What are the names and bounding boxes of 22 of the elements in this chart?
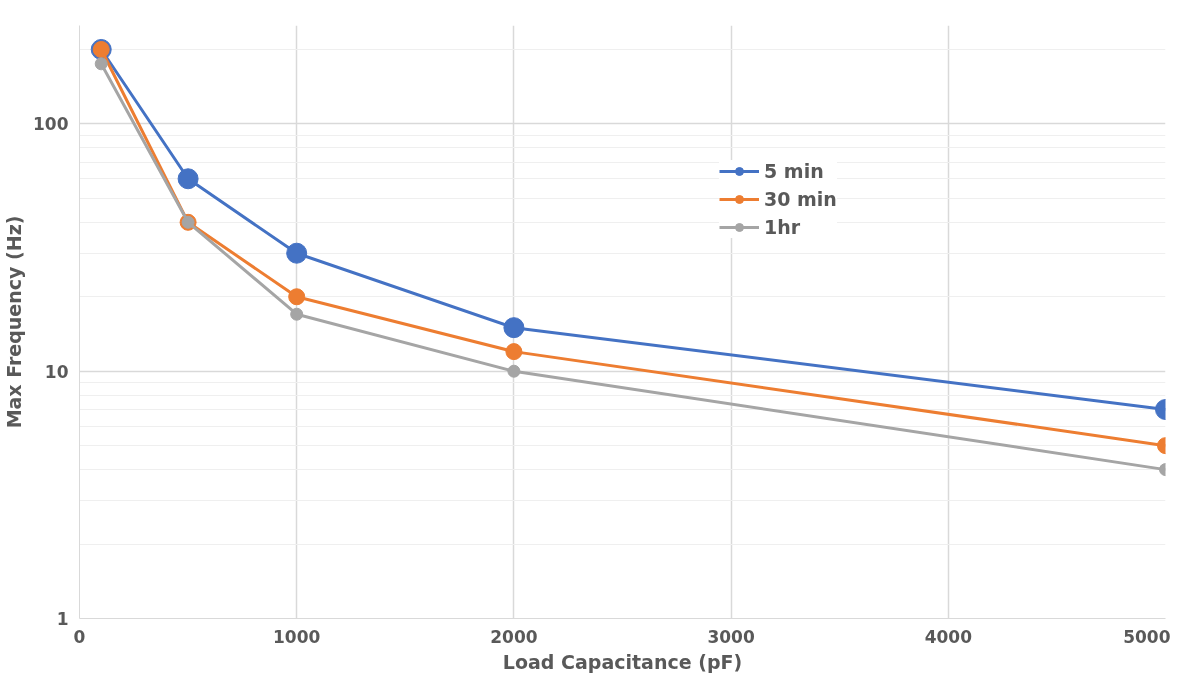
legend-label: 1hr xyxy=(764,216,801,238)
point xyxy=(286,242,308,264)
point xyxy=(94,57,108,71)
y-tick-label: 100 xyxy=(33,114,69,135)
point xyxy=(507,364,521,378)
x-tick-label: 0 xyxy=(73,626,86,647)
x-axis-title: Load Capacitance (pF) xyxy=(502,650,743,673)
x-tick-label: 2000 xyxy=(490,626,538,647)
x-tick-label: 1000 xyxy=(273,626,321,647)
y-tick-label: 10 xyxy=(44,361,69,382)
legend-label: 30 min xyxy=(764,188,837,210)
y-axis-title: Max Frequency (Hz) xyxy=(3,215,26,429)
point xyxy=(505,343,523,361)
x-tick-label: 4000 xyxy=(924,626,973,647)
point xyxy=(503,317,525,339)
x-tick-label: 3000 xyxy=(707,626,755,647)
point xyxy=(288,288,306,306)
legend-label: 5 min xyxy=(764,160,824,182)
point xyxy=(290,307,304,321)
y-tick-label: 1 xyxy=(56,609,69,629)
point xyxy=(177,168,199,190)
x-tick-label: 5000 xyxy=(1123,626,1171,647)
